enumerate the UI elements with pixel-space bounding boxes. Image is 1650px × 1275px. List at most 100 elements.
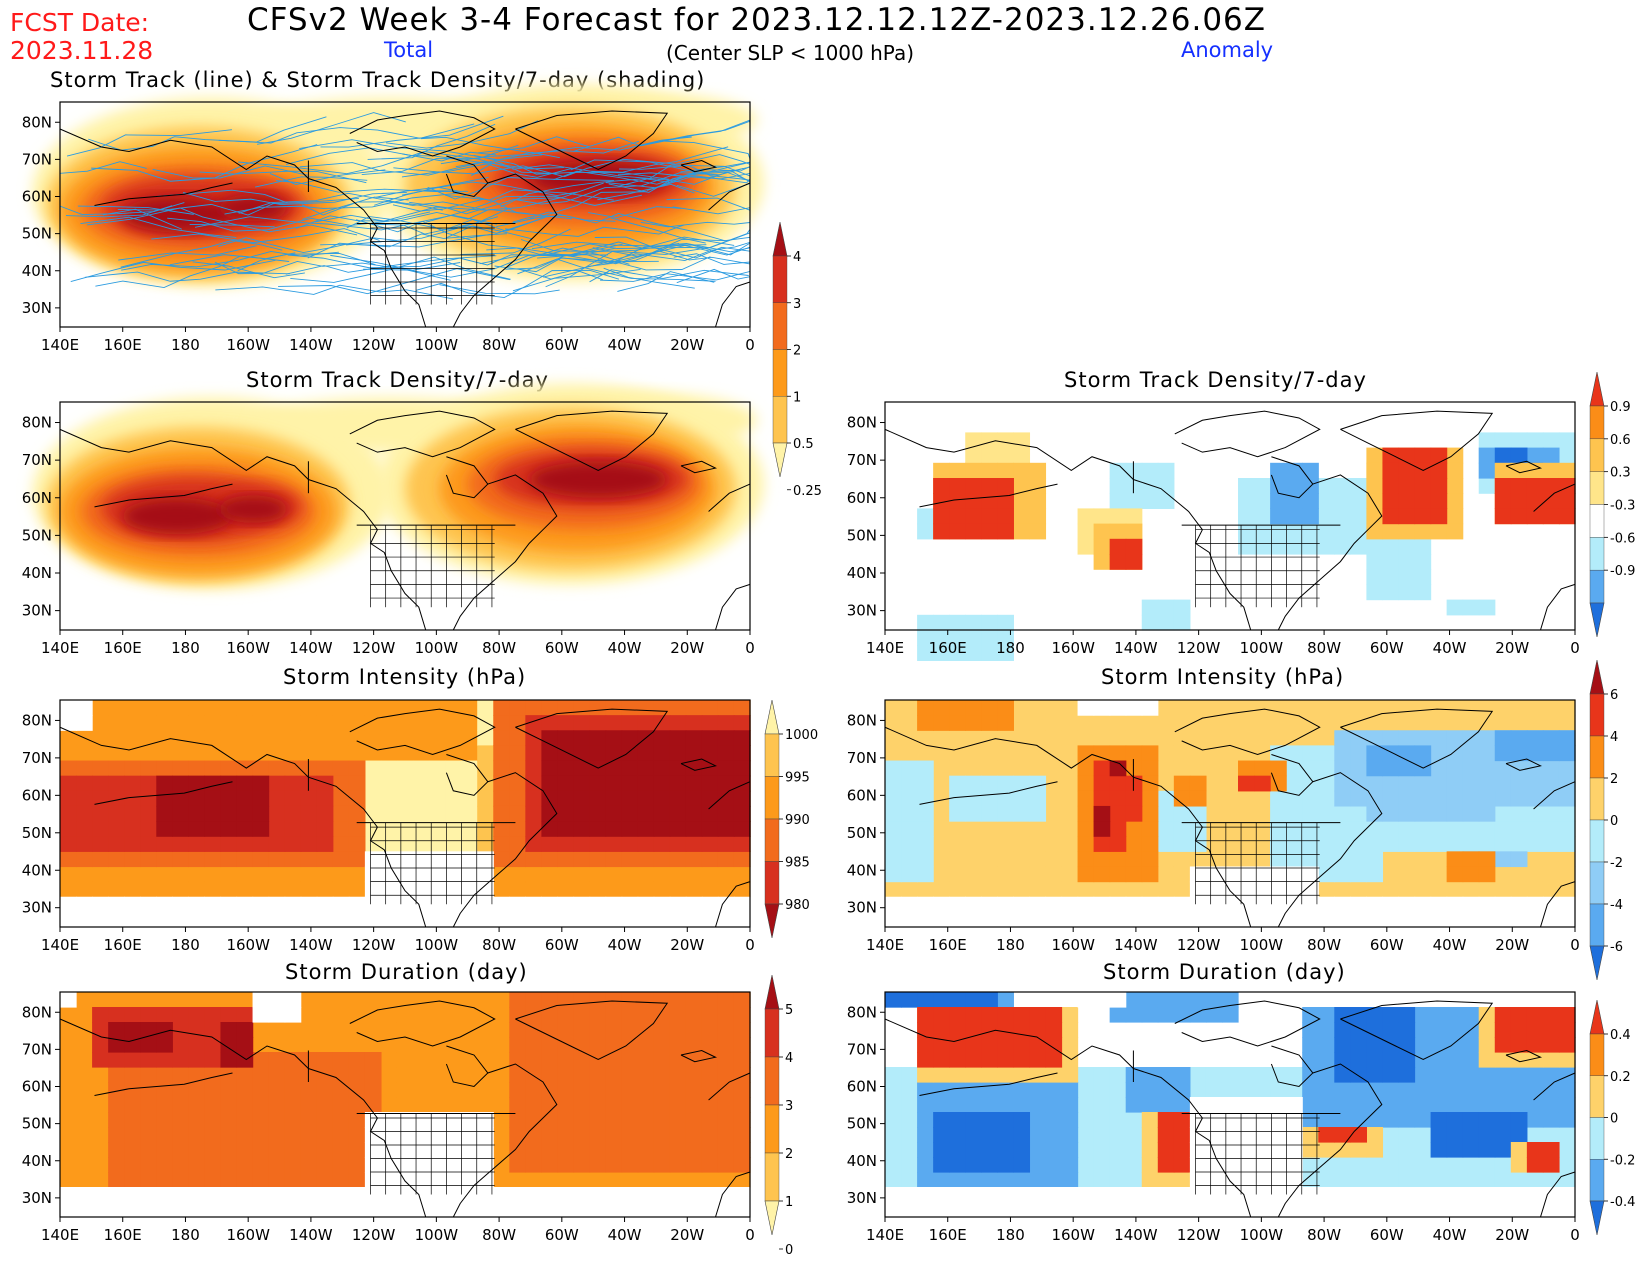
map-density-anom-lon-label: 80W [1307,639,1341,657]
map-track-density-lon-label: 160E [104,336,142,354]
map-track-density-lon-label: 120W [352,336,396,354]
panel-title-density-anom: Storm Track Density/7-day [1064,368,1367,392]
map-intensity-total-lon-label: 160W [226,936,270,954]
map-intensity-total-lon-label: 0 [745,936,755,954]
map-track-density-lon-label: 160W [226,336,270,354]
map-intensity-total-lon-label: 140W [289,936,333,954]
map-intensity-anom-lon-label: 60W [1370,936,1404,954]
map-duration-total-lat-label: 30N [22,1189,52,1207]
map-duration-anom-lat-label: 80N [847,1003,877,1021]
colorbar-label: 3 [785,1099,793,1114]
map-duration-anom-lat-label: 70N [847,1040,877,1058]
map-density-total-lat-label: 40N [22,564,52,582]
map-intensity-anom-lon-label: 0 [1570,936,1580,954]
colorbar-label: 3 [793,297,801,312]
map-density-total-lon-label: 60W [545,639,579,657]
colorbar-label: 4 [785,1051,793,1066]
panel-title-duration-total: Storm Duration (day) [285,960,528,984]
map-intensity-total: 140E 160E 180 160W 140W 120W 100W 80W 60W 40W 20W 0… [22,699,755,954]
map-duration-anom-lon-label: 160E [929,1226,967,1244]
colorbar-label: 0.9 [1610,400,1631,415]
colorbar-label: -0.2 [1610,1153,1635,1168]
map-intensity-total-lat-label: 80N [22,711,52,729]
map-density-anom: 140E 160E 180 160W 140W 120W 100W 80W 60W 40W 20W 0… [847,401,1580,661]
map-density-total-lon-label: 100W [415,639,459,657]
map-density-anom-lon-label: 160W [1051,639,1095,657]
map-density-total-lon-label: 120W [352,639,396,657]
map-intensity-anom-lon-label: 180 [996,936,1025,954]
map-density-total-lat-label: 60N [22,489,52,507]
map-density-total-lon-label: 0 [745,639,755,657]
map-density-total: 140E 160E 180 160W 140W 120W 100W 80W 60W 40W 20W 0… [22,383,764,657]
colorbar-label: -2 [1610,856,1623,871]
colorbar-label: 0 [1610,814,1618,829]
map-duration-total: 140E 160E 180 160W 140W 120W 100W 80W 60W 40W 20W 0… [22,991,755,1244]
map-duration-total-lat-label: 40N [22,1152,52,1170]
colorbar-label: -6 [1610,940,1623,955]
map-track-density-lon-label: 100W [415,336,459,354]
colorbar-duration-total: 5 4 3 2 1 0 [764,974,793,1258]
map-duration-anom-lon-label: 80W [1307,1226,1341,1244]
map-density-anom-lat-label: 80N [847,414,877,432]
map-density-total-lon-label: 20W [670,639,704,657]
map-density-total-lat-label: 30N [22,602,52,620]
map-density-anom-lon-label: 140W [1114,639,1158,657]
map-density-total-lat-label: 70N [22,451,52,469]
page-title: CFSv2 Week 3-4 Forecast for 2023.12.12.1… [247,2,1267,38]
map-duration-anom-lon-label: 60W [1370,1226,1404,1244]
map-duration-anom-lon-label: 100W [1240,1226,1284,1244]
map-intensity-total-lon-label: 160E [104,936,142,954]
colorbar-label: 1000 [785,728,818,743]
map-track-density-lat-label: 80N [22,113,52,131]
fcst-date-label: FCST Date: [10,8,150,37]
map-duration-anom-lat-label: 50N [847,1115,877,1133]
map-density-total-lon-label: 40W [608,639,642,657]
colorbar-label: 4 [793,250,801,265]
colorbar-intensity-total: 1000 995 990 985 980 [764,699,818,939]
map-intensity-anom: 140E 160E 180 160W 140W 120W 100W 80W 60W 40W 20W 0… [847,699,1580,954]
map-intensity-anom-lat-label: 70N [847,749,877,767]
map-duration-total-lat-label: 60N [22,1078,52,1096]
map-track-density-lon-label: 80W [482,336,516,354]
colorbar-label: 2 [785,1147,793,1162]
map-intensity-anom-lon-label: 120W [1177,936,1221,954]
colorbar-intensity-anom: 6 4 2 0 -2 -4 -6 [1589,659,1623,981]
colorbar-density-anom: 0.9 0.6 0.3 -0.3 -0.6 -0.9 [1589,371,1635,638]
map-density-anom-lat-label: 50N [847,526,877,544]
map-track-density-lat-label: 30N [22,299,52,317]
map-track-density-lon-label: 60W [545,336,579,354]
map-intensity-total-lat-label: 30N [22,899,52,917]
map-intensity-total-lon-label: 20W [670,936,704,954]
map-density-total-lon-label: 140W [289,639,333,657]
colorbar-label: 1 [793,390,801,405]
map-track-density-lon-label: 180 [171,336,200,354]
map-track-density-lat-label: 70N [22,150,52,168]
map-duration-anom-lon-label: 180 [996,1226,1025,1244]
map-duration-total-lat-label: 70N [22,1040,52,1058]
map-intensity-anom-lon-label: 160E [929,936,967,954]
panel-title-density-total: Storm Track Density/7-day [246,368,549,392]
map-duration-total-lon-label: 160W [226,1226,270,1244]
map-intensity-anom-lat-label: 40N [847,861,877,879]
map-density-anom-lon-label: 0 [1570,639,1580,657]
map-density-anom-lon-label: 60W [1370,639,1404,657]
map-intensity-total-lat-label: 70N [22,749,52,767]
colorbar-label: 2 [1610,772,1618,787]
panel-title-intensity-total: Storm Intensity (hPa) [283,665,527,689]
colorbar-label: -0.9 [1610,564,1635,579]
colorbar-label: 990 [785,813,810,828]
map-density-anom-lon-label: 40W [1433,639,1467,657]
map-intensity-total-lon-label: 40W [608,936,642,954]
map-intensity-total-lon-label: 140E [41,936,79,954]
map-density-total-lon-label: 80W [482,639,516,657]
colorbar-label: 0.25 [793,484,822,499]
map-duration-anom: 140E 160E 180 160W 140W 120W 100W 80W 60W 40W 20W 0… [847,991,1580,1244]
colorbar-label: 0.5 [793,437,814,452]
anomaly-column-label: Anomaly [1181,38,1274,62]
map-density-anom-lat-label: 60N [847,489,877,507]
colorbar-label: 6 [1610,688,1618,703]
colorbar-label: 0 [1610,1112,1618,1127]
panel-title-duration-anom: Storm Duration (day) [1103,960,1346,984]
total-column-label: Total [384,38,434,62]
